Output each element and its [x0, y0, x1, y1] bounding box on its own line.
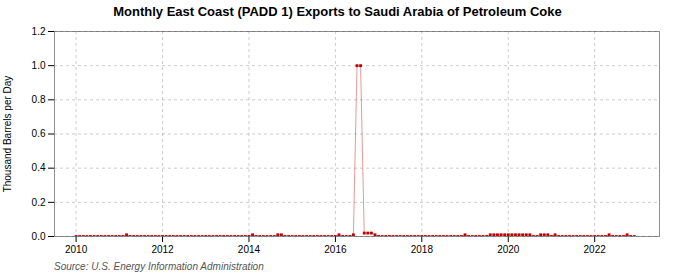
html-text:Source: U.S. Energy Informatio: Source: U.S. Energy Information Administ… [54, 261, 264, 272]
svg-text:0.2: 0.2 [32, 197, 46, 208]
svg-text:2010: 2010 [65, 244, 88, 255]
svg-text:2018: 2018 [411, 244, 434, 255]
svg-text:1.2: 1.2 [32, 26, 46, 37]
html-text:Monthly East Coast (PADD 1) Ex: Monthly East Coast (PADD 1) Exports to S… [113, 4, 562, 19]
svg-text:0.6: 0.6 [32, 128, 46, 139]
svg-text:0.0: 0.0 [32, 231, 46, 242]
svg-text:1.0: 1.0 [32, 60, 46, 71]
svg-text:2014: 2014 [238, 244, 261, 255]
svg-text:0.8: 0.8 [32, 94, 46, 105]
svg-text:Thousand Barrels per Day: Thousand Barrels per Day [2, 76, 13, 193]
svg-text:0.4: 0.4 [32, 162, 46, 173]
svg-text:2022: 2022 [584, 244, 607, 255]
svg-text:2012: 2012 [151, 244, 174, 255]
svg-text:2016: 2016 [324, 244, 347, 255]
svg-text:2020: 2020 [497, 244, 520, 255]
